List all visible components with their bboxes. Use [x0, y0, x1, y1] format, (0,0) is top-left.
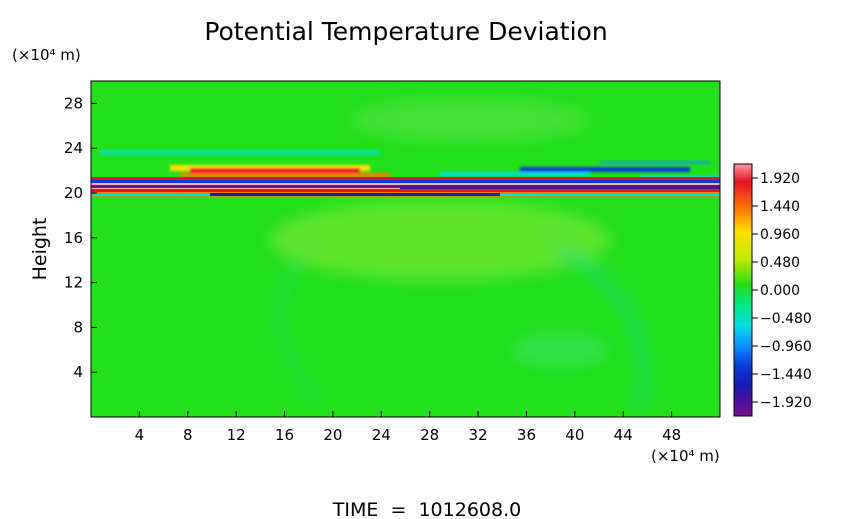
perturbation-layer: [91, 177, 720, 198]
colorbar-gradient: [733, 163, 753, 417]
colorbar-label: 0.960: [760, 227, 800, 243]
x-tick-label: 44: [614, 426, 633, 444]
x-axis-ticks: 4 8 12 16 20 24 28 32 36 40 44 48: [135, 411, 681, 444]
x-tick-label: 20: [323, 426, 342, 444]
x-tick-label: 40: [565, 426, 584, 444]
colorbar-label: −1.440: [760, 367, 812, 383]
x-tick-label: 32: [469, 426, 488, 444]
colorbar-label: −0.480: [760, 311, 812, 327]
colorbar-label: 0.480: [760, 255, 800, 271]
y-axis-unit: (×10⁴ m): [12, 46, 81, 64]
colorbar-label: 0.000: [760, 283, 800, 299]
chart-title: Potential Temperature Deviation: [204, 17, 607, 46]
y-tick-label: 20: [64, 184, 83, 202]
x-tick-label: 36: [517, 426, 536, 444]
colorbar-label: −0.960: [760, 339, 812, 355]
x-axis-unit: (×10⁴ m): [651, 447, 720, 465]
plot-frame: [90, 80, 721, 418]
y-tick-label: 12: [64, 274, 83, 292]
y-tick-label: 8: [73, 318, 83, 336]
colorbar: 1.920 1.440 0.960 0.480 0.000 −0.480 −0.960 −1.…: [733, 163, 812, 417]
x-tick-label: 8: [183, 426, 193, 444]
y-axis-ticks: 4 8 12 16 20 24 28: [64, 94, 97, 381]
colorbar-labels: 1.920 1.440 0.960 0.480 0.000 −0.480 −0.960 −1.…: [752, 171, 812, 411]
y-tick-label: 4: [73, 363, 83, 381]
y-axis-label: Height: [29, 218, 51, 281]
heatmap-plot: [91, 81, 720, 417]
colorbar-label: 1.440: [760, 199, 800, 215]
background-structure: [270, 98, 649, 411]
x-tick-label: 12: [227, 426, 246, 444]
colorbar-label: −1.920: [760, 395, 812, 411]
y-tick-label: 28: [64, 94, 83, 112]
colorbar-label: 1.920: [760, 171, 800, 187]
time-label: TIME = 1012608.0: [332, 499, 521, 519]
y-tick-label: 24: [64, 139, 83, 157]
x-tick-label: 4: [135, 426, 145, 444]
y-tick-label: 16: [64, 229, 83, 247]
x-tick-label: 48: [662, 426, 681, 444]
x-tick-label: 16: [275, 426, 294, 444]
x-tick-label: 28: [420, 426, 439, 444]
x-tick-label: 24: [372, 426, 391, 444]
